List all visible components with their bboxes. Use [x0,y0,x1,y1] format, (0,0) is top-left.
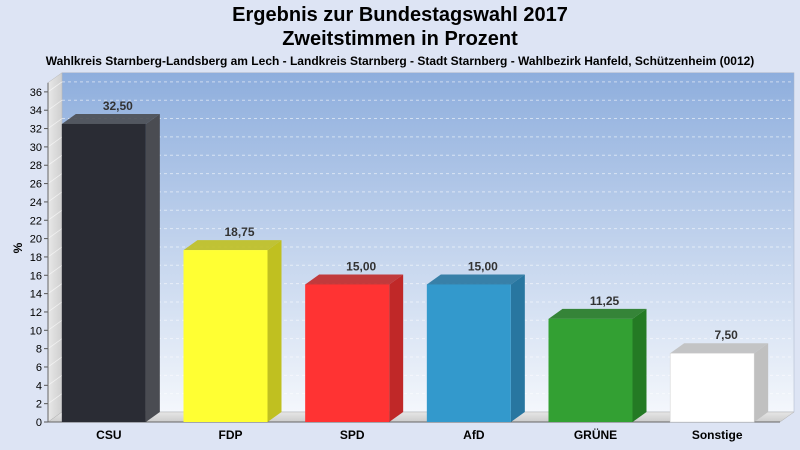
y-tick-label: 6 [36,362,42,374]
bar [669,352,755,423]
y-tick-label: 12 [30,307,42,319]
bar-side [510,274,525,422]
bar-value-label: 32,50 [103,99,133,113]
bar-side [267,240,282,422]
y-tick-label: 28 [30,160,42,172]
y-tick-label: 8 [36,344,42,356]
gridline-side [47,136,63,148]
bar-top [548,308,647,319]
gridline-side [47,173,63,184]
bar [548,318,633,422]
bar-top [61,113,160,124]
bar [61,123,146,422]
gridline-side [47,393,63,404]
bar [183,250,268,422]
gridline-side [47,118,63,129]
chart-subtitle: Wahlkreis Starnberg-Landsberg am Lech - … [45,54,755,68]
x-tick-label: SPD [340,428,365,442]
bar-top [183,240,282,251]
gridline-side [47,81,63,93]
plot-left-wall [47,72,63,423]
gridline-side [47,209,63,221]
bar [305,284,390,422]
gridline-side [47,319,63,331]
y-tick-label: 36 [30,87,42,99]
y-tick-label: 0 [36,417,42,429]
y-tick-label: 26 [30,179,42,191]
y-tick-label: 14 [30,289,42,301]
x-tick-label: CSU [96,428,121,442]
bar-side [145,113,160,422]
gridline-side [47,338,63,349]
bar-value-label: 18,75 [224,225,254,239]
y-tick-label: 4 [36,380,42,392]
gridline-side [47,301,63,313]
x-tick-label: FDP [219,428,243,442]
bar-value-label: 7,50 [714,328,738,342]
gridline-side [47,283,63,294]
y-tick-label: 32 [30,124,42,136]
y-tick-label: 10 [30,325,42,337]
y-tick-label: 2 [36,399,42,411]
bar-top [305,274,404,285]
x-tick-label: GRÜNE [574,427,617,442]
gridline-side [47,264,63,276]
gridline-side [47,154,63,166]
gridline-side [47,191,63,203]
gridline-side [47,374,63,386]
bar-side [754,343,769,422]
gridline-side [47,246,63,258]
y-tick-label: 24 [30,197,42,209]
chart-title-line2: Zweitstimmen in Prozent [282,28,518,50]
y-tick-label: 30 [30,142,42,154]
x-tick-label: AfD [463,428,485,442]
bar-value-label: 15,00 [468,259,498,273]
gridline-side [47,99,63,111]
plot-area: 02468101214161820222426283032343632,50CS… [30,72,795,442]
chart-title-line1: Ergebnis zur Bundestagswahl 2017 [232,4,568,26]
y-tick-label: 34 [30,105,42,117]
gridline-side [47,228,63,239]
bar-value-label: 11,25 [590,294,620,308]
x-tick-label: Sonstige [692,428,743,442]
y-axis-label: % [11,242,25,253]
bar-side [632,308,647,422]
bar [426,284,511,422]
y-tick-label: 18 [30,252,42,264]
bar-side [389,274,404,422]
gridline-side [47,356,63,368]
bar-top [670,343,769,354]
bar-value-label: 15,00 [346,259,376,273]
y-tick-label: 22 [30,215,42,227]
bar-top [426,274,525,285]
y-tick-label: 20 [30,234,42,246]
y-tick-label: 16 [30,270,42,282]
